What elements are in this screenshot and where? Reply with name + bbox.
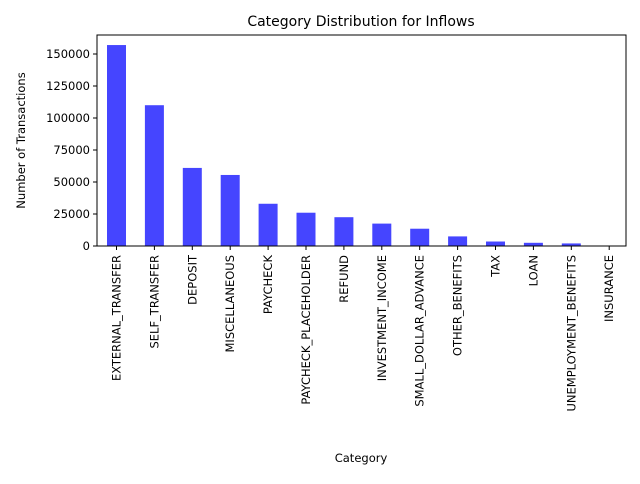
bar-paycheck <box>259 204 278 246</box>
x-tick-label: EXTERNAL_TRANSFER <box>110 255 124 381</box>
x-tick-label: PAYCHECK_PLACEHOLDER <box>299 255 313 405</box>
bar-tax <box>486 242 505 246</box>
y-tick-label: 75000 <box>53 143 90 157</box>
x-tick-label: SMALL_DOLLAR_ADVANCE <box>413 255 427 407</box>
plot-area-frame <box>97 35 626 246</box>
bar-small-dollar-advance <box>410 229 429 246</box>
bar-self-transfer <box>145 105 164 246</box>
x-tick-label: PAYCHECK <box>261 255 275 315</box>
y-tick-label: 125000 <box>46 79 90 93</box>
y-tick-label: 25000 <box>53 207 90 221</box>
y-tick-label: 0 <box>83 239 90 253</box>
x-axis-ticks: EXTERNAL_TRANSFER SELF_TRANSFER DEPOSIT MIS… <box>110 246 617 412</box>
x-tick-label: REFUND <box>337 255 351 303</box>
x-tick-label: INVESTMENT_INCOME <box>375 255 389 381</box>
x-axis-label: Category <box>335 451 388 465</box>
x-tick-label: TAX <box>489 255 503 278</box>
x-tick-label: MISCELLANEOUS <box>223 255 237 353</box>
chart-title: Category Distribution for Inflows <box>247 14 474 30</box>
y-axis-ticks: 0 25000 50000 75000 100000 125000 150000 <box>46 47 97 253</box>
x-tick-label: INSURANCE <box>602 255 616 322</box>
y-tick-label: 50000 <box>53 175 90 189</box>
x-tick-label: DEPOSIT <box>185 254 199 305</box>
bar-external-transfer <box>107 45 126 246</box>
x-tick-label: OTHER_BENEFITS <box>451 255 465 356</box>
y-tick-label: 100000 <box>46 111 90 125</box>
x-tick-label: UNEMPLOYMENT_BENEFITS <box>564 255 578 412</box>
x-tick-label: LOAN <box>526 255 540 286</box>
bars-group <box>107 45 619 246</box>
x-tick-label: SELF_TRANSFER <box>147 255 161 349</box>
bar-other-benefits <box>448 236 467 246</box>
y-tick-label: 150000 <box>46 47 90 61</box>
bar-miscellaneous <box>221 175 240 246</box>
bar-paycheck-placeholder <box>297 213 316 246</box>
y-axis-label: Number of Transactions <box>14 72 28 208</box>
bar-investment-income <box>372 224 391 246</box>
bar-deposit <box>183 168 202 246</box>
bar-refund <box>334 217 353 246</box>
